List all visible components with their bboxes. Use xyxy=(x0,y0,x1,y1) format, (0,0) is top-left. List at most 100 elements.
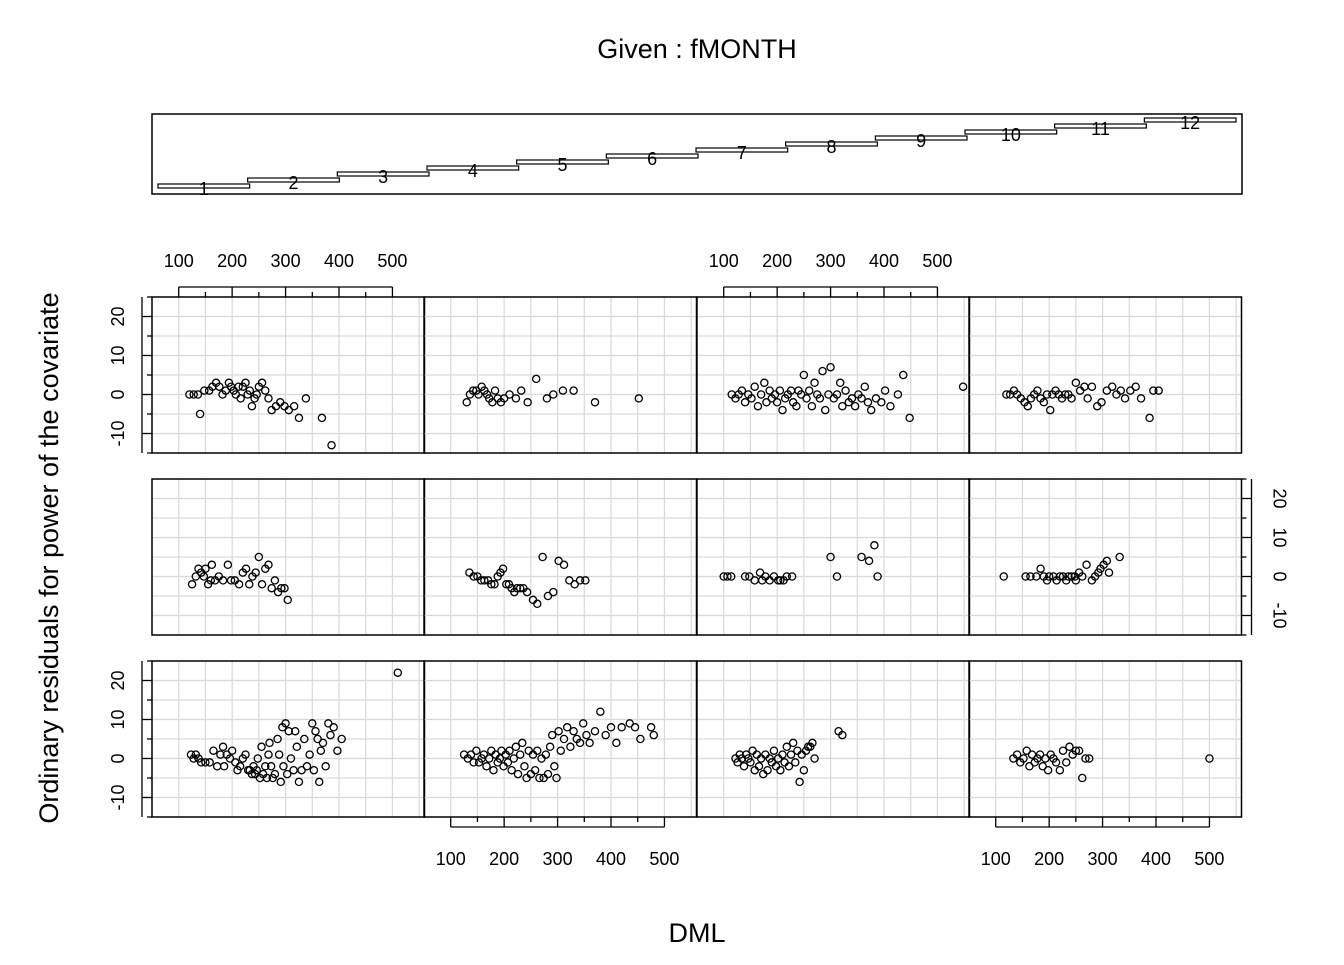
data-point xyxy=(261,762,270,771)
data-point xyxy=(554,556,563,566)
panel-grid xyxy=(152,661,425,817)
data-point xyxy=(1097,398,1106,407)
x-tick-label: 100 xyxy=(164,251,194,271)
data-point xyxy=(265,738,274,748)
data-point xyxy=(538,552,547,562)
data-point xyxy=(1107,382,1117,391)
data-point xyxy=(559,734,569,744)
given-interval-bar xyxy=(1054,123,1147,129)
data-point xyxy=(857,394,866,403)
x-tick-label: 500 xyxy=(377,251,407,271)
data-point xyxy=(226,576,236,585)
data-point xyxy=(469,758,478,767)
data-point xyxy=(196,758,206,767)
data-point xyxy=(495,754,505,763)
data-point xyxy=(1042,390,1052,399)
y-axis-label: Ordinary residuals for power of the cova… xyxy=(34,292,64,823)
data-point xyxy=(333,746,342,755)
data-point xyxy=(313,734,322,744)
data-point xyxy=(617,723,626,732)
data-point xyxy=(487,580,496,589)
data-point xyxy=(324,719,333,728)
data-point xyxy=(569,726,578,736)
data-point xyxy=(509,754,519,763)
given-interval-bar xyxy=(516,159,609,165)
data-point xyxy=(886,401,895,411)
panel-points xyxy=(1002,378,1163,423)
data-point xyxy=(905,413,914,423)
data-point xyxy=(533,746,542,755)
x-tick-label: 100 xyxy=(709,251,739,271)
given-interval-bar xyxy=(695,147,789,153)
data-point xyxy=(786,750,796,759)
data-point xyxy=(479,750,489,759)
data-point xyxy=(199,572,209,581)
data-point xyxy=(1038,762,1047,771)
data-point xyxy=(201,758,210,767)
data-point xyxy=(578,719,588,728)
data-point xyxy=(257,378,267,388)
data-point xyxy=(264,750,273,759)
data-point xyxy=(832,390,842,399)
given-interval-label: 6 xyxy=(647,149,657,169)
data-point xyxy=(512,583,522,593)
data-point xyxy=(549,390,558,399)
panel-grid xyxy=(697,297,970,453)
data-point xyxy=(533,599,542,609)
panel-points xyxy=(462,374,644,407)
data-point xyxy=(765,386,774,395)
given-interval-label: 1 xyxy=(199,179,209,199)
data-point xyxy=(765,576,774,585)
given-interval-label: 12 xyxy=(1180,113,1200,133)
given-interval-bar xyxy=(336,171,430,177)
data-point xyxy=(1027,750,1037,759)
data-point xyxy=(535,773,544,783)
data-point xyxy=(760,378,769,388)
data-point xyxy=(505,746,514,755)
data-point xyxy=(515,750,525,759)
data-point xyxy=(543,769,553,779)
given-interval-7: 7 xyxy=(695,143,789,163)
data-point xyxy=(866,405,876,415)
data-point xyxy=(301,394,311,403)
data-point xyxy=(193,390,203,399)
x-axis-top-col-3: 100 200 300 400 500 xyxy=(709,251,952,297)
data-point xyxy=(244,580,254,589)
data-point xyxy=(1022,746,1031,755)
data-point xyxy=(745,572,754,581)
data-point xyxy=(1154,386,1163,395)
data-point xyxy=(337,734,346,744)
data-point xyxy=(466,750,476,759)
data-point xyxy=(482,762,491,771)
data-point xyxy=(826,362,835,372)
data-point xyxy=(468,386,478,395)
data-point xyxy=(804,386,814,395)
data-point xyxy=(1131,382,1140,391)
data-point xyxy=(570,580,579,589)
data-point xyxy=(488,398,497,407)
x-tick-label: 200 xyxy=(217,251,247,271)
data-point xyxy=(393,668,403,677)
data-point xyxy=(776,576,785,585)
y-tick-label: 0 xyxy=(1270,571,1290,581)
data-point xyxy=(545,742,555,752)
data-point xyxy=(590,398,600,407)
data-point xyxy=(1023,401,1033,411)
data-point xyxy=(1055,572,1065,581)
data-point xyxy=(1064,572,1073,581)
given-interval-label: 11 xyxy=(1091,119,1110,139)
data-point xyxy=(215,382,224,391)
data-point xyxy=(286,754,296,763)
panel-grid xyxy=(969,297,1242,453)
data-point xyxy=(1102,556,1112,566)
x-tick-label: 400 xyxy=(1141,849,1171,869)
data-point xyxy=(726,572,736,581)
data-point xyxy=(294,777,304,787)
data-point xyxy=(1035,750,1045,759)
panel-grid xyxy=(697,661,970,817)
data-point xyxy=(274,750,284,759)
data-point xyxy=(490,386,500,395)
data-point xyxy=(625,719,634,728)
x-tick-label: 500 xyxy=(1194,849,1224,869)
